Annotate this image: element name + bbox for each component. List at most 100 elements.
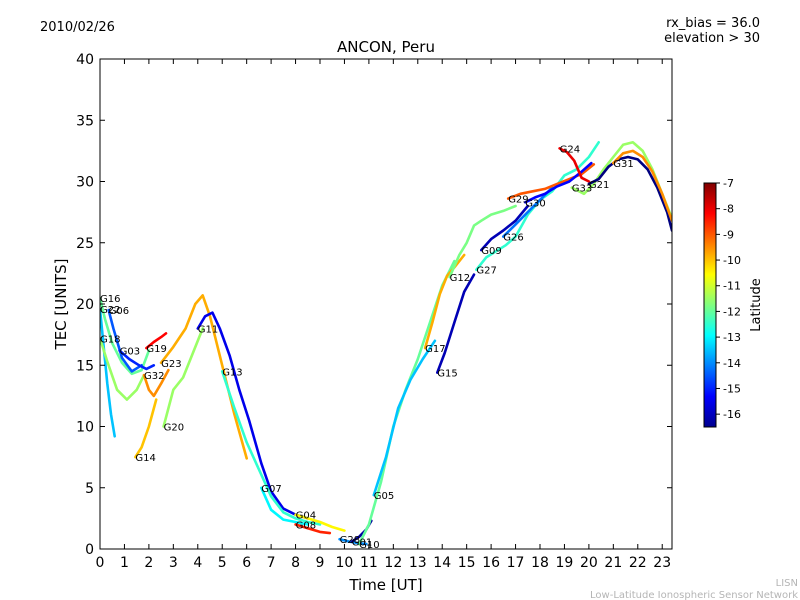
series-label-g22: G22	[100, 305, 120, 316]
series-line-g20	[162, 327, 204, 428]
series-label-g13: G13	[222, 367, 242, 378]
series-line-g24	[558, 147, 591, 183]
x-tick-label: 14	[433, 555, 451, 571]
series-label-g06: G06	[109, 306, 129, 317]
series-line-g26	[501, 186, 554, 238]
colorbar-tick-label: -14	[723, 357, 741, 370]
y-tick-label: 20	[76, 297, 94, 313]
x-tick-label: 4	[193, 555, 202, 571]
series-layer	[100, 141, 672, 546]
chart-title: ANCON, Peru	[337, 38, 435, 56]
x-tick-label: 17	[507, 555, 525, 571]
series-line-g12	[448, 204, 517, 279]
x-tick-label: 16	[482, 555, 500, 571]
series-label-g01: G01	[352, 538, 372, 549]
series-label-g18: G18	[100, 334, 120, 345]
series-label-g30: G30	[525, 198, 545, 209]
series-line-g21	[587, 155, 672, 232]
series-line-g17	[423, 253, 466, 350]
bias-annotation: rx_bias = 36.0	[666, 16, 760, 31]
series-line-g32	[142, 368, 170, 398]
colorbar-tick-label: -9	[723, 228, 734, 241]
date-label: 2010/02/26	[40, 20, 115, 35]
series-label-g14: G14	[135, 453, 155, 464]
colorbar-label: Latitude	[749, 278, 764, 332]
colorbar-tick-label: -8	[723, 203, 734, 216]
series-label-g11: G11	[198, 325, 218, 336]
series-line-g22	[100, 307, 116, 438]
y-tick-label: 15	[76, 358, 94, 374]
series-line-g15	[435, 273, 476, 374]
x-tick-label: 22	[629, 555, 647, 571]
x-tick-label: 15	[458, 555, 476, 571]
plot-frame	[99, 58, 673, 550]
axes-layer: 0 1 2 3 4 5 6 7 8 9 10 11 12 13 14 15 16 17 18 19 20 21 22 2305…	[76, 52, 672, 571]
y-tick-label: 25	[76, 236, 94, 252]
y-tick-label: 0	[85, 542, 94, 558]
series-line-g04	[294, 513, 346, 532]
series-line-g11	[196, 311, 310, 520]
y-axis-label: TEC [UNITS]	[52, 259, 70, 351]
series-label-g21: G21	[589, 180, 609, 191]
x-tick-label: 20	[580, 555, 598, 571]
colorbar-tick-label: -15	[723, 382, 741, 395]
x-tick-label: 8	[291, 555, 300, 571]
series-line-g06	[107, 308, 143, 373]
series-label-g24: G24	[560, 144, 580, 155]
x-tick-label: 23	[653, 555, 671, 571]
series-label-g07: G07	[261, 484, 281, 495]
series-line-g07	[259, 486, 310, 526]
series-label-g03: G03	[120, 347, 140, 358]
series-label-g09: G09	[481, 246, 501, 257]
series-label-g32: G32	[144, 371, 164, 382]
colorbar-tick-label: -16	[723, 408, 741, 421]
x-tick-label: 2	[144, 555, 153, 571]
series-line-g09	[479, 204, 530, 252]
x-tick-label: 7	[267, 555, 276, 571]
series-label-g23: G23	[161, 359, 181, 370]
colorbar-tick-label: -10	[723, 254, 741, 267]
y-tick-label: 40	[76, 52, 94, 68]
series-label-g05: G05	[374, 491, 394, 502]
colorbar-tick-label: -12	[723, 305, 741, 318]
series-label-g28: G28	[340, 535, 360, 546]
y-tick-label: 5	[85, 481, 94, 497]
series-label-g33: G33	[572, 184, 592, 195]
x-tick-label: 13	[409, 555, 427, 571]
series-line-g05	[372, 339, 437, 497]
series-line-g16	[100, 296, 151, 376]
series-label-g04: G04	[296, 511, 316, 522]
series-label-g19: G19	[146, 344, 166, 355]
x-tick-label: 0	[96, 555, 105, 571]
x-tick-label: 19	[556, 555, 574, 571]
x-tick-label: 10	[336, 555, 354, 571]
series-label-g08: G08	[296, 521, 316, 532]
x-tick-label: 5	[218, 555, 227, 571]
colorbar-tick-label: -13	[723, 331, 741, 344]
series-line-g03	[118, 349, 156, 371]
elevation-annotation: elevation > 30	[664, 31, 760, 46]
x-tick-label: 1	[120, 555, 129, 571]
series-line-g30	[523, 161, 593, 204]
series-label-g17: G17	[425, 344, 445, 355]
series-label-g12: G12	[450, 273, 470, 284]
x-tick-label: 12	[384, 555, 402, 571]
series-line-g13	[220, 370, 322, 526]
series-label-g15: G15	[437, 369, 457, 380]
x-tick-label: 18	[531, 555, 549, 571]
series-label-g20: G20	[164, 423, 184, 434]
x-tick-label: 21	[604, 555, 622, 571]
colorbar-tick-label: -7	[723, 177, 734, 190]
colorbar-ticks: -7 -8 -9 -10 -11 -12 -13 -14 -15 -16	[716, 177, 741, 421]
x-tick-label: 6	[242, 555, 251, 571]
series-label-g16: G16	[100, 294, 120, 305]
y-tick-label: 35	[76, 113, 94, 129]
x-tick-label: 9	[316, 555, 325, 571]
series-label-g31: G31	[613, 159, 633, 170]
x-tick-label: 3	[169, 555, 178, 571]
series-label-g29: G29	[508, 195, 528, 206]
y-tick-label: 10	[76, 420, 94, 436]
colorbar	[703, 182, 717, 428]
